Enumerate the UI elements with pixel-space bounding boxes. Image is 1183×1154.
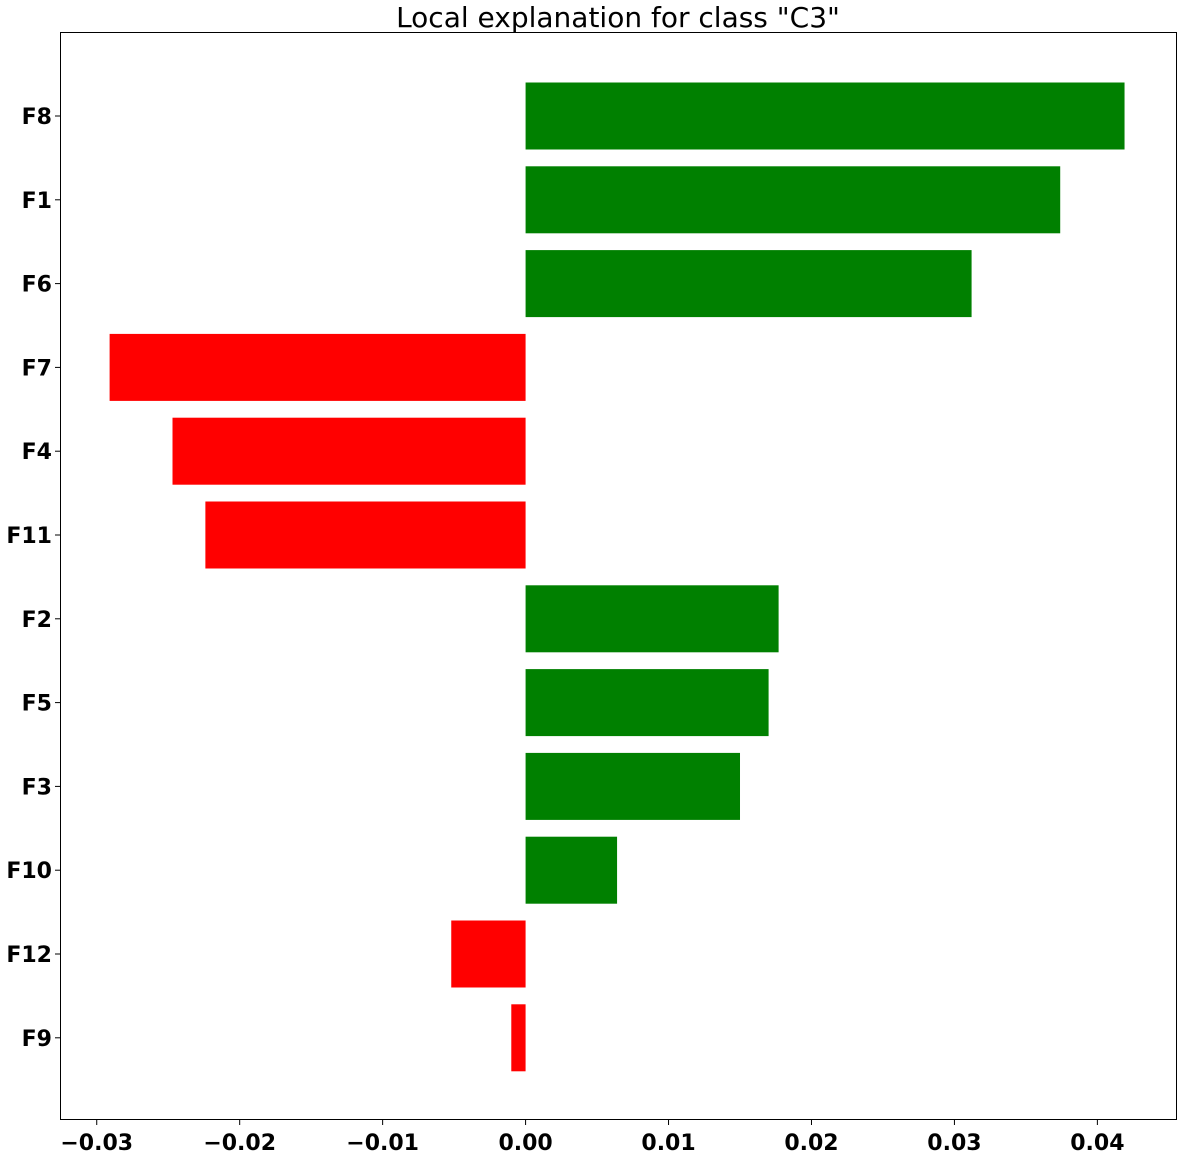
bar-f4 <box>172 417 526 485</box>
bar-f2 <box>525 585 779 653</box>
bar-f10 <box>525 836 618 904</box>
y-tick-label: F10 <box>6 859 52 884</box>
bar-f8 <box>525 82 1125 150</box>
bar-f6 <box>525 250 972 318</box>
y-tick-label: F12 <box>6 943 52 968</box>
y-tick-label: F8 <box>22 105 52 130</box>
y-tick-label: F4 <box>22 440 52 465</box>
chart-title: Local explanation for class "C3" <box>396 1 840 34</box>
bar-f3 <box>525 752 741 820</box>
y-tick-label: F6 <box>22 273 52 298</box>
x-axis: −0.03 −0.02 −0.01 0.00 0.01 0.02 0.03 0.04 <box>60 1119 1125 1154</box>
bar-f11 <box>205 501 526 569</box>
x-tick-label: −0.03 <box>60 1131 133 1154</box>
x-tick-label: 0.00 <box>498 1131 552 1154</box>
bar-f9 <box>511 1004 526 1072</box>
y-tick-label: F11 <box>6 524 52 549</box>
y-tick-label: F7 <box>22 356 52 381</box>
y-tick-label: F2 <box>22 608 52 633</box>
plot-frame <box>60 32 1177 1120</box>
bar-f12 <box>451 920 526 988</box>
bar-f7 <box>109 333 526 401</box>
y-axis: F8 F1 F6 F7 F4 F11 F2 F5 F3 F10 F12 F9 <box>6 105 61 1052</box>
x-tick-label: 0.01 <box>641 1131 695 1154</box>
y-tick-label: F1 <box>22 189 52 214</box>
y-tick-label: F9 <box>22 1027 52 1052</box>
y-tick-label: F5 <box>22 692 52 717</box>
x-tick-label: 0.02 <box>784 1131 838 1154</box>
bars-layer <box>109 82 1125 1072</box>
bar-f5 <box>525 669 769 737</box>
x-tick-label: −0.01 <box>346 1131 419 1154</box>
x-tick-label: 0.04 <box>1070 1131 1124 1154</box>
x-tick-label: −0.02 <box>203 1131 276 1154</box>
bar-f1 <box>525 166 1061 234</box>
y-tick-label: F3 <box>22 775 52 800</box>
x-tick-label: 0.03 <box>927 1131 981 1154</box>
